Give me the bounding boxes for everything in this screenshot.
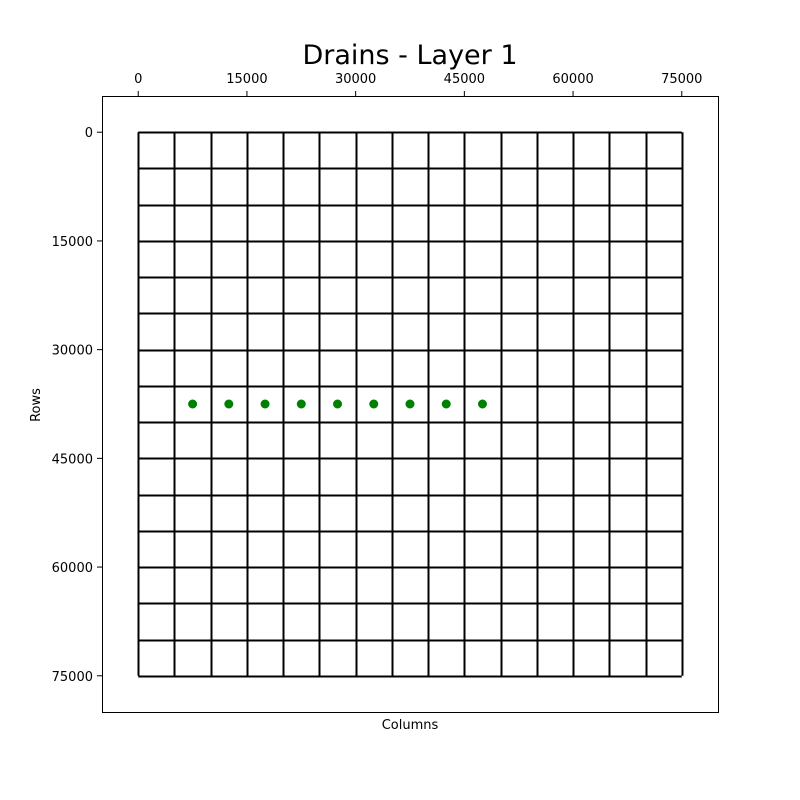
drain-point [296, 399, 306, 409]
drain-point [224, 399, 234, 409]
x-tick-label: 0 [134, 72, 142, 87]
drain-point [405, 399, 415, 409]
drain-point [369, 399, 379, 409]
drain-point [260, 399, 270, 409]
y-axis-ticks: 0 15000 30000 45000 60000 75000 [52, 126, 102, 685]
y-tick-label: 75000 [52, 670, 93, 685]
drain-point [333, 399, 343, 409]
x-tick-label: 30000 [335, 72, 376, 87]
y-tick-label: 60000 [52, 561, 93, 576]
model-grid [137, 131, 684, 678]
plot-frame [102, 96, 719, 713]
y-axis-label: Rows [29, 388, 44, 422]
drain-point [441, 399, 451, 409]
y-tick-label: 0 [85, 126, 93, 141]
y-tick-label: 30000 [52, 344, 93, 359]
x-axis-ticks: 0 15000 30000 45000 60000 75000 [134, 72, 702, 96]
drain-points [188, 399, 487, 409]
y-tick-label: 15000 [52, 235, 93, 250]
drain-point [188, 399, 198, 409]
x-tick-label: 60000 [552, 72, 593, 87]
y-tick-label: 45000 [52, 452, 93, 467]
x-axis-label: Columns [382, 718, 439, 733]
x-tick-label: 75000 [661, 72, 702, 87]
drain-point [477, 399, 487, 409]
x-tick-label: 45000 [444, 72, 485, 87]
chart-title: Drains - Layer 1 [302, 40, 517, 71]
x-tick-label: 15000 [226, 72, 267, 87]
